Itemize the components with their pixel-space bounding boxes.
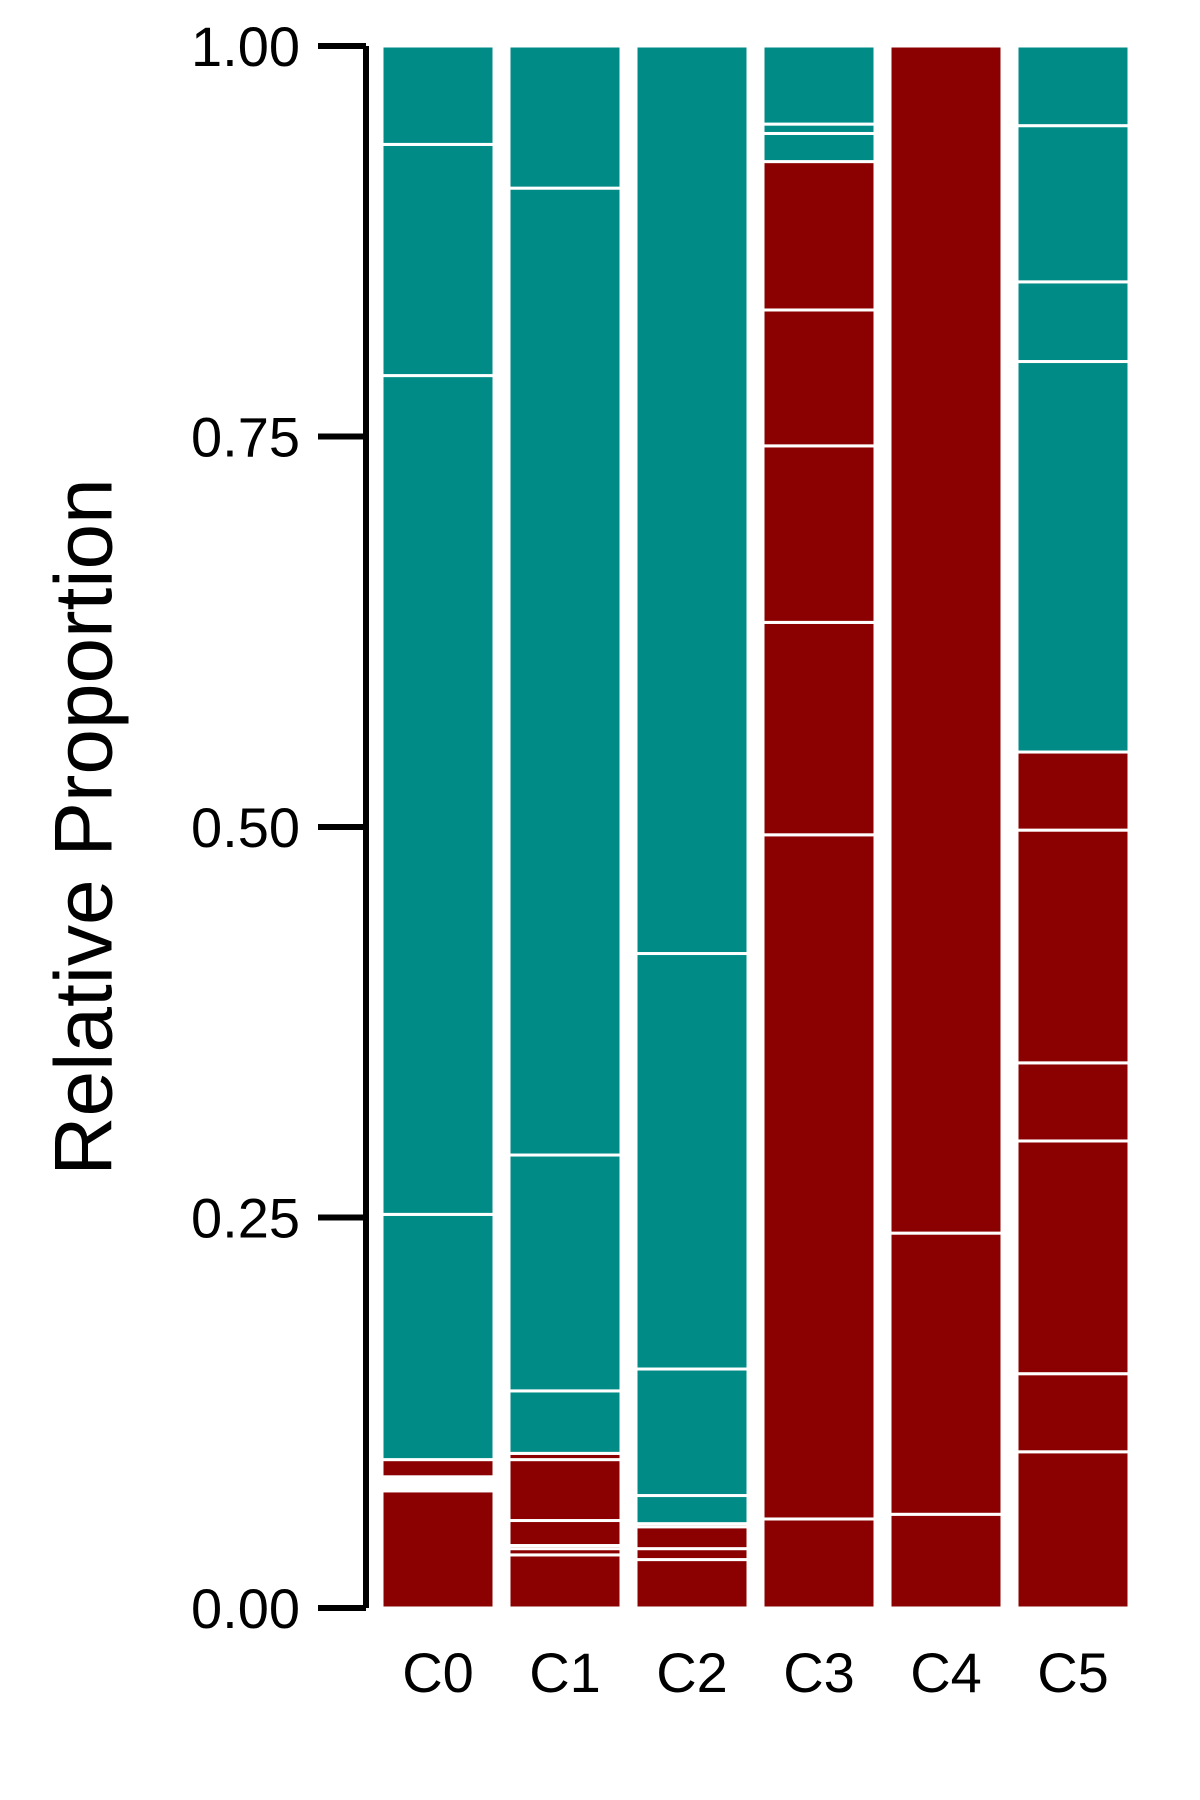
bar-segment-c5-6: [1015, 360, 1131, 754]
bar-segment-c0-1: [380, 1475, 496, 1493]
bar-segment-c2-0: [634, 1558, 750, 1610]
bar-segment-c1-4: [507, 1458, 623, 1523]
x-tick-label-c3: C3: [783, 1641, 855, 1704]
x-tick-label-c4: C4: [910, 1641, 982, 1704]
y-axis-title: Relative Proportion: [39, 478, 130, 1175]
x-tick-label-c5: C5: [1037, 1641, 1109, 1704]
y-tick-label-0-00: 0.00: [191, 1577, 300, 1640]
y-tick-label-0-25: 0.25: [191, 1187, 300, 1250]
x-labels-group: C0 C1 C2 C3 C4 C5: [402, 1641, 1109, 1704]
bar-segment-c1-9: [507, 44, 623, 190]
bar-segment-c2-6: [634, 952, 750, 1371]
bar-segment-c2-5: [634, 1367, 750, 1498]
bar-segment-c0-0: [380, 1489, 496, 1610]
bar-segment-c3-6: [761, 131, 877, 164]
bar-segment-c3-8: [761, 44, 877, 126]
y-tick-label-1-00: 1.00: [191, 15, 300, 78]
bar-segment-c2-1: [634, 1547, 750, 1562]
bar-segment-c0-5: [380, 142, 496, 378]
bar-segment-c3-1: [761, 833, 877, 1521]
bar-segment-c0-3: [380, 1212, 496, 1462]
bars-group: [380, 44, 1131, 1610]
bar-segment-c0-6: [380, 44, 496, 146]
bar-segment-c4-1: [888, 1231, 1004, 1516]
bar-segment-c5-3: [1015, 1061, 1131, 1143]
bar-segment-c4-0: [888, 1512, 1004, 1610]
bar-segment-c5-1: [1015, 1372, 1131, 1454]
bar-segment-c5-8: [1015, 124, 1131, 284]
bar-segment-c5-2: [1015, 1139, 1131, 1376]
bar-segment-c1-3: [507, 1519, 623, 1548]
bar-segment-c3-5: [761, 160, 877, 312]
bar-segment-c5-9: [1015, 44, 1131, 128]
y-tick-label-0-75: 0.75: [191, 406, 300, 469]
bar-segment-c5-4: [1015, 828, 1131, 1065]
bar-segment-c1-6: [507, 1389, 623, 1455]
x-tick-label-c2: C2: [656, 1641, 728, 1704]
x-tick-label-c1: C1: [529, 1641, 601, 1704]
bar-segment-c1-7: [507, 1153, 623, 1393]
bar-segment-c0-2: [380, 1458, 496, 1479]
bar-segment-c5-7: [1015, 280, 1131, 364]
bar-segment-c3-0: [761, 1517, 877, 1610]
bar-segment-c4-2: [888, 44, 1004, 1235]
bar-segment-c3-3: [761, 444, 877, 624]
x-tick-label-c0: C0: [402, 1641, 474, 1704]
y-tick-label-0-50: 0.50: [191, 796, 300, 859]
bar-segment-c2-2: [634, 1525, 750, 1551]
bar-segment-c0-4: [380, 374, 496, 1216]
y-ticks-group: 0.00 0.25 0.50 0.75 1.00: [191, 15, 366, 1640]
bar-segment-c2-4: [634, 1494, 750, 1526]
bar-segment-c1-8: [507, 186, 623, 1157]
bar-segment-c3-4: [761, 308, 877, 448]
bar-segment-c1-0: [507, 1553, 623, 1610]
bar-segment-c2-7: [634, 44, 750, 956]
bar-segment-c5-0: [1015, 1450, 1131, 1610]
bar-segment-c5-5: [1015, 750, 1131, 832]
bar-segment-c3-2: [761, 620, 877, 837]
